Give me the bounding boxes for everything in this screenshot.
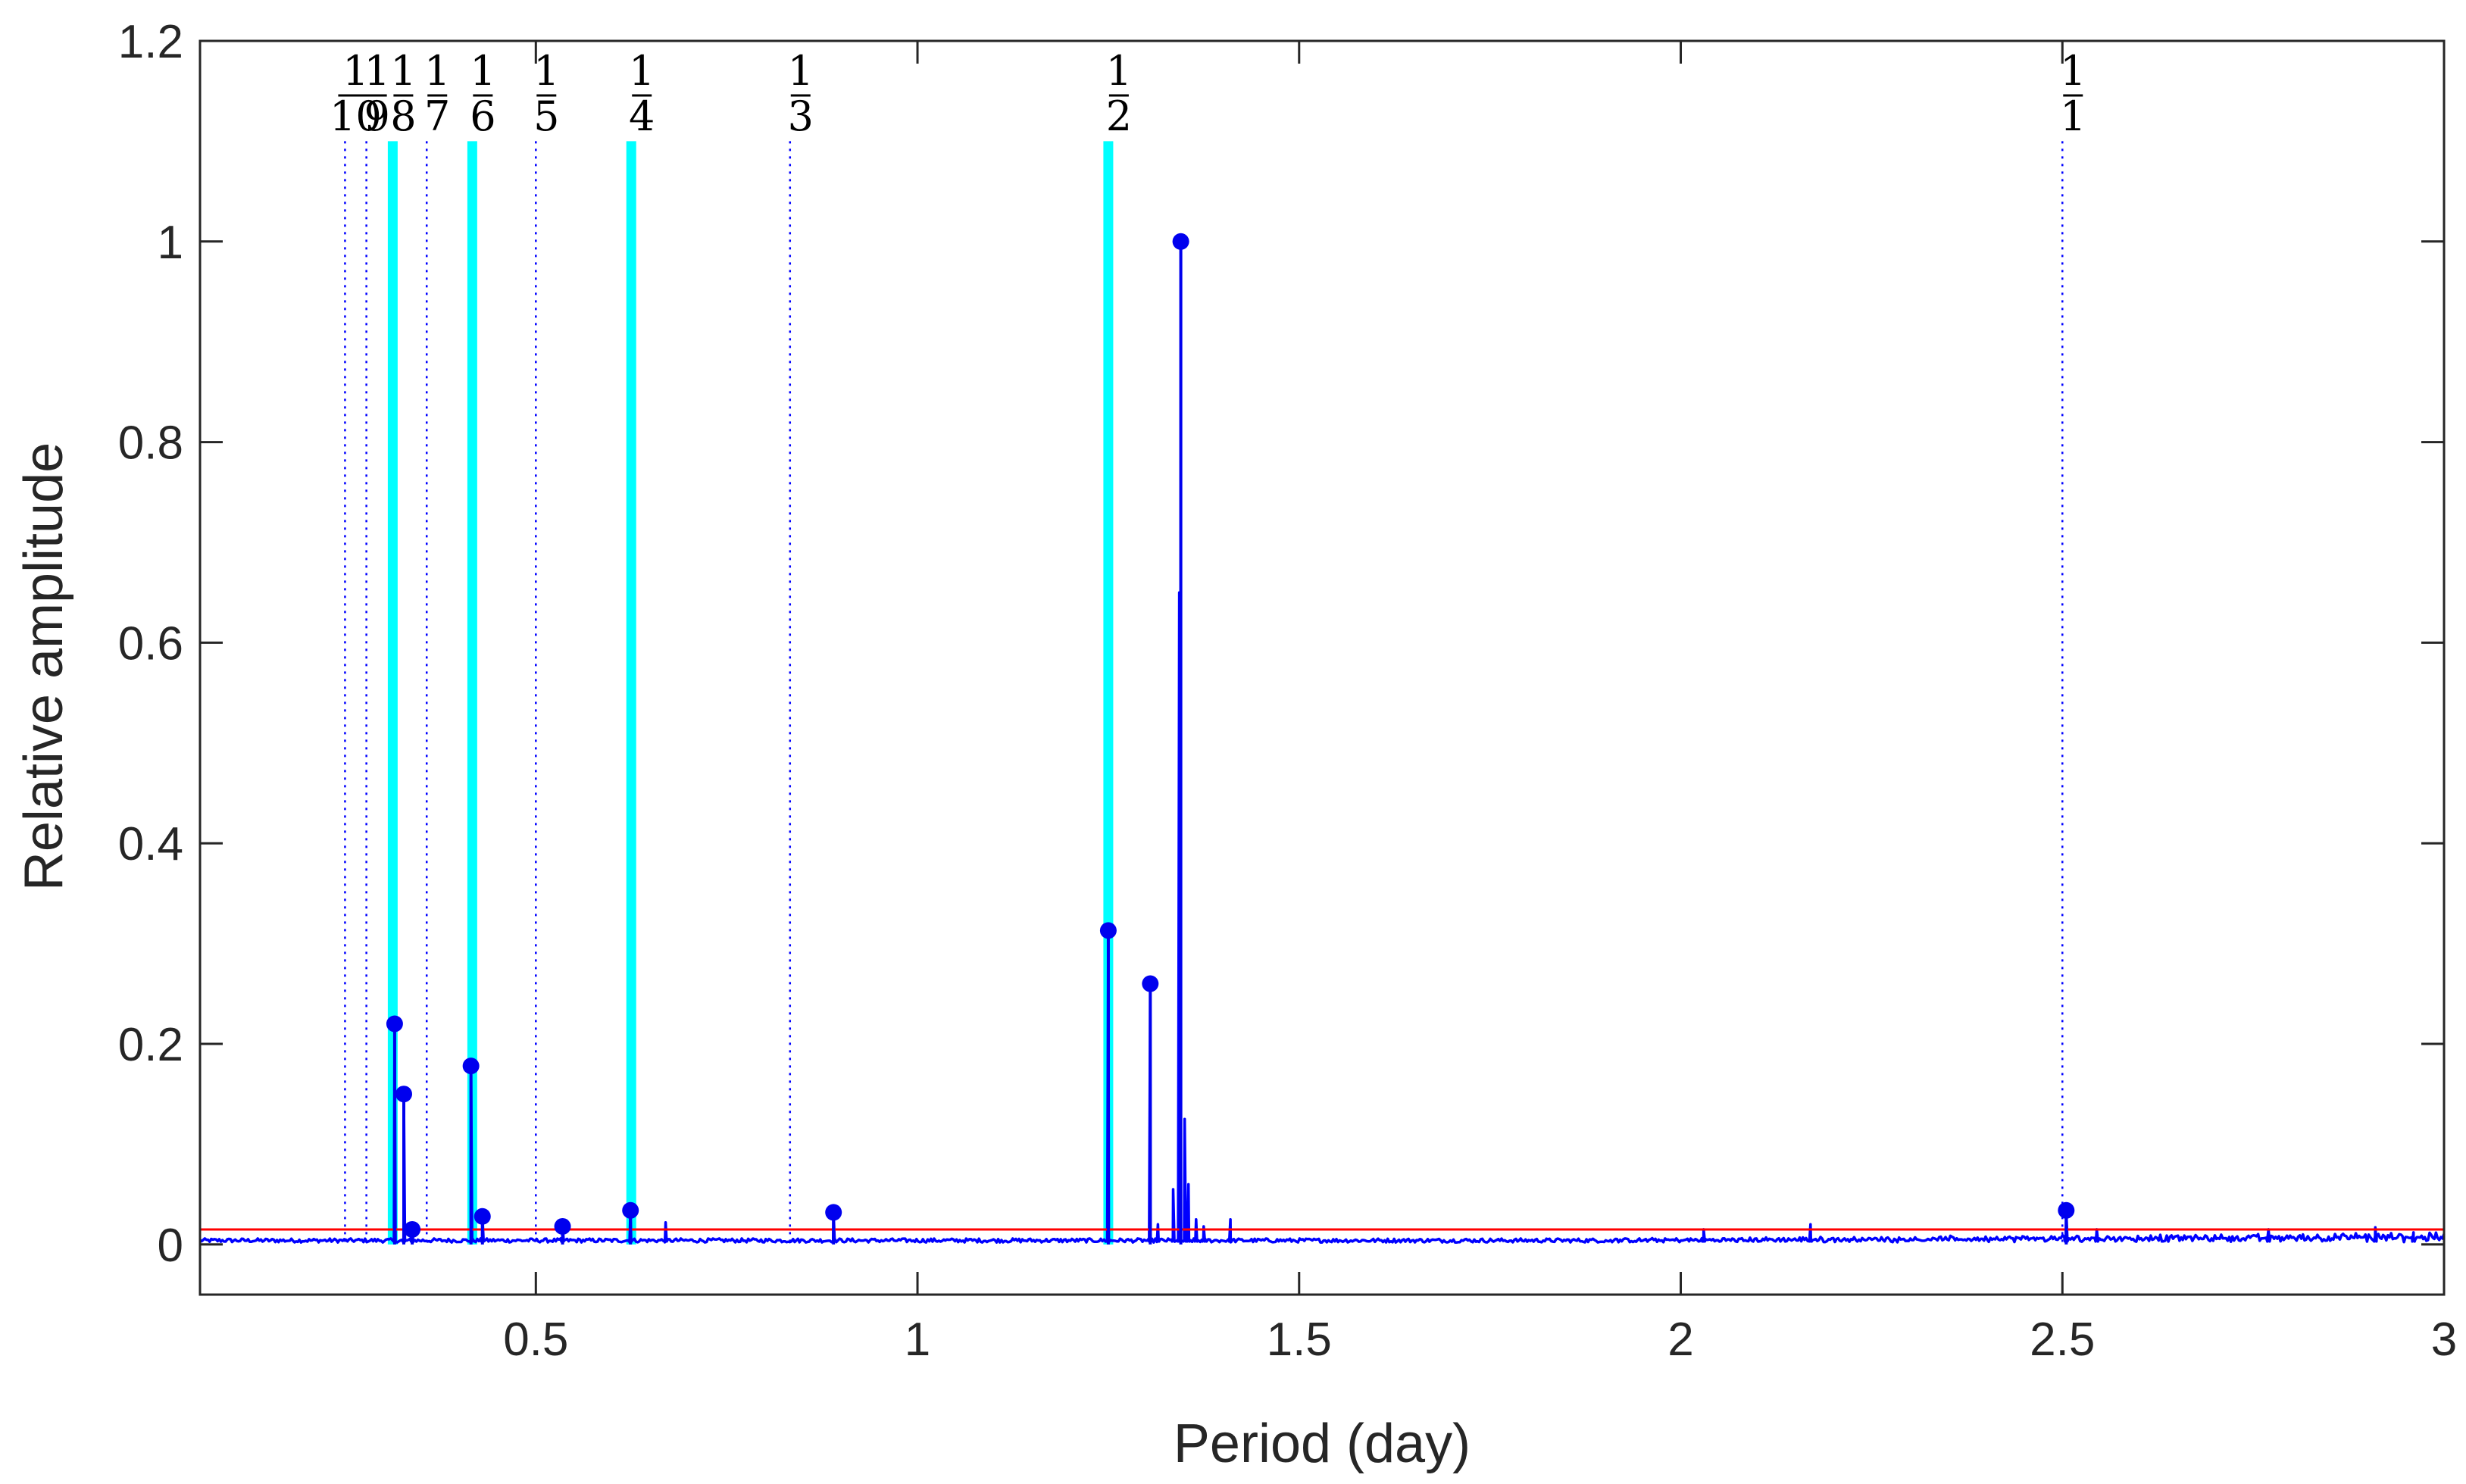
harmonic-label-denominator: 6	[470, 92, 495, 140]
y-tick-label: 0.2	[118, 1019, 183, 1071]
peak-marker-5	[554, 1217, 571, 1235]
peak-marker-1	[395, 1086, 412, 1103]
harmonic-label-numerator: 1	[364, 47, 389, 95]
harmonic-label-denominator: 9	[364, 92, 389, 140]
x-tick-label: 3	[2431, 1314, 2457, 1366]
peak-marker-2	[404, 1220, 421, 1238]
harmonic-label-numerator: 1	[2060, 47, 2086, 95]
harmonic-label-denominator: 7	[424, 92, 450, 140]
peak-marker-3	[462, 1058, 480, 1075]
y-tick-label: 0.4	[118, 818, 183, 870]
harmonic-label-denominator: 8	[390, 92, 416, 140]
peak-marker-6	[622, 1201, 639, 1219]
harmonic-label-denominator: 4	[629, 92, 655, 140]
harmonic-label-denominator: 1	[2060, 92, 2086, 140]
x-tick-label: 2	[1667, 1314, 1693, 1366]
x-axis-title: Period (day)	[1174, 1414, 1471, 1474]
harmonic-label-denominator: 5	[533, 92, 559, 140]
harmonic-label-numerator: 1	[788, 47, 814, 95]
x-tick-label: 0.5	[503, 1314, 568, 1366]
y-axis-title: Relative amplitude	[14, 442, 74, 891]
y-tick-label: 0.8	[118, 417, 183, 470]
peak-marker-4	[474, 1208, 491, 1225]
y-tick-label: 0.6	[118, 617, 183, 670]
plot-frame	[198, 39, 2446, 1296]
harmonic-label-0: 110	[330, 47, 382, 140]
harmonic-label-numerator: 1	[470, 47, 495, 95]
peak-marker-0	[386, 1015, 403, 1033]
peak-marker-7	[825, 1204, 842, 1221]
peak-marker-9	[1142, 975, 1159, 992]
harmonic-label-9: 11	[2060, 47, 2086, 140]
peak-marker-8	[1099, 922, 1117, 939]
harmonic-label-numerator: 1	[533, 47, 559, 95]
harmonic-label-2: 18	[390, 47, 416, 140]
harmonic-label-denominator: 10	[330, 92, 382, 140]
harmonic-label-numerator: 1	[424, 47, 450, 95]
harmonic-label-3: 17	[424, 47, 450, 140]
peak-markers	[386, 233, 2075, 1245]
plot-background	[200, 41, 2444, 1295]
x-tick-label: 1.5	[1267, 1314, 1332, 1366]
axis-ticks: 0.5 1 1.5 2 2.5 3 0 0.2 0.4 0.6 0.8 1 1.2	[118, 16, 2457, 1366]
harmonic-label-denominator: 2	[1106, 92, 1132, 140]
harmonic-label-numerator: 1	[342, 47, 368, 95]
peak-marker-10	[1172, 233, 1189, 250]
harmonic-label-8: 12	[1106, 47, 1132, 140]
y-tick-label: 1.2	[118, 16, 183, 68]
peak-marker-11	[2058, 1201, 2075, 1219]
harmonic-label-5: 15	[533, 47, 559, 140]
harmonic-label-numerator: 1	[1106, 47, 1132, 95]
harmonic-label-6: 14	[629, 47, 655, 140]
x-tick-label: 1	[905, 1314, 930, 1366]
y-tick-label: 0	[158, 1220, 183, 1272]
y-tick-label: 1	[158, 217, 183, 269]
harmonic-label-7: 13	[788, 47, 814, 140]
harmonic-label-denominator: 3	[788, 92, 814, 140]
x-tick-label: 2.5	[2030, 1314, 2095, 1366]
harmonic-label-numerator: 1	[390, 47, 416, 95]
harmonic-label-1: 19	[364, 47, 389, 140]
harmonic-label-4: 16	[470, 47, 495, 140]
harmonic-label-numerator: 1	[629, 47, 655, 95]
